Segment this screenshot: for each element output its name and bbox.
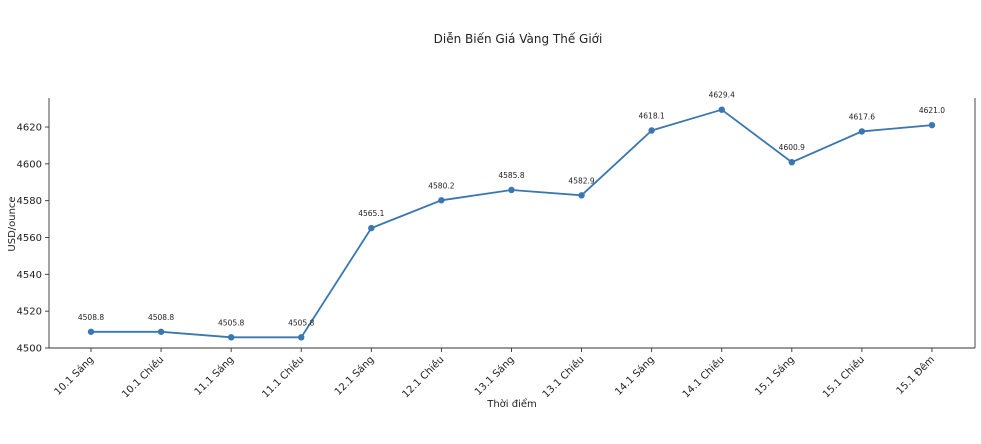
y-tick-label: 4520: [17, 307, 42, 318]
data-labels: 4508.8 4508.8 4505.8 4505.8 4565.1 4580.2 4585…: [78, 91, 945, 328]
chart-title: Diễn Biến Giá Vàng Thế Giới: [434, 32, 603, 46]
data-label: 4629.4: [709, 91, 735, 100]
x-tick-label: 13.1 Chiều: [540, 354, 587, 401]
x-tick-label: 11.1 Chiều: [260, 354, 307, 401]
x-tick-label: 10.1 Chiều: [119, 354, 166, 401]
y-tick-label: 4600: [17, 159, 42, 170]
y-axis-label: USD/ounce: [7, 196, 18, 251]
data-point: [227, 334, 235, 341]
data-point: [718, 106, 725, 113]
data-label: 4618.1: [639, 111, 665, 120]
data-label: 4508.8: [148, 313, 174, 322]
data-label: 4582.9: [568, 176, 594, 185]
data-point: [298, 334, 305, 341]
series-line: [91, 108, 933, 339]
data-point: [87, 328, 95, 335]
y-tick-label: 4540: [17, 270, 42, 281]
data-point: [788, 158, 795, 166]
data-label: 4565.1: [358, 209, 384, 218]
x-tick-label: 11.1 Sáng: [192, 354, 236, 398]
data-point: [157, 328, 165, 335]
data-label: 4585.8: [498, 171, 524, 180]
data-label: 4621.0: [919, 106, 945, 115]
data-point: [858, 128, 866, 135]
data-point: [508, 186, 515, 194]
data-point: [648, 127, 655, 134]
data-label: 4580.2: [428, 181, 454, 190]
x-tick-label: 13.1 Sáng: [472, 354, 516, 398]
y-tick-label: 4560: [17, 233, 42, 244]
x-tick-label: 15.1 Sáng: [753, 354, 797, 398]
data-label: 4508.8: [78, 313, 104, 322]
data-point: [928, 121, 936, 129]
x-axis-ticks: 10.1 Sáng 10.1 Chiều 11.1 Sáng 11.1 Chiều 12…: [52, 348, 937, 400]
y-axis-ticks: 4500 4520 4540 4560 4580 4600 4620: [17, 123, 49, 355]
data-point: [438, 197, 445, 204]
x-tick-label: 14.1 Chiều: [680, 354, 727, 401]
y-tick-label: 4500: [17, 344, 42, 355]
y-tick-label: 4580: [17, 196, 42, 207]
x-tick-label: 15.1 Đêm: [894, 354, 937, 397]
x-tick-label: 15.1 Chiều: [820, 354, 867, 401]
data-label: 4505.8: [218, 318, 244, 327]
data-label: 4600.9: [779, 143, 805, 152]
data-point: [578, 192, 585, 199]
x-axis-label: Thời điểm: [486, 397, 537, 410]
data-label: 4617.6: [849, 112, 875, 121]
x-tick-label: 14.1 Sáng: [612, 354, 656, 398]
x-tick-label: 12.1 Sáng: [332, 354, 376, 398]
x-tick-label: 12.1 Chiều: [400, 354, 447, 401]
data-point: [368, 224, 375, 232]
axes: [48, 98, 976, 349]
data-series: [87, 106, 936, 341]
y-tick-label: 4620: [17, 123, 42, 134]
x-tick-label: 10.1 Sáng: [52, 354, 96, 398]
data-label: 4505.8: [288, 318, 314, 327]
